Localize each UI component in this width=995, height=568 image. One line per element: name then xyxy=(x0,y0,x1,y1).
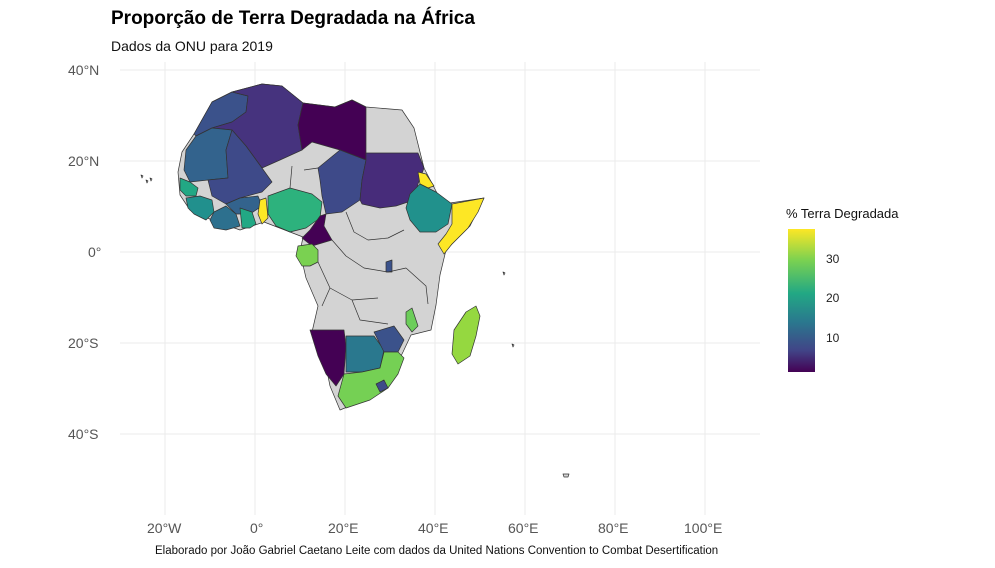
legend-tick-10 xyxy=(815,338,820,339)
region-rwanda[interactable] xyxy=(385,259,393,273)
legend-title: % Terra Degradada xyxy=(786,206,899,221)
legend-tick-30 xyxy=(815,259,820,260)
region-ghana[interactable] xyxy=(239,207,257,229)
x-label-100e: 100°E xyxy=(684,520,723,536)
x-label-40e: 40°E xyxy=(418,520,449,536)
x-label-20w: 20°W xyxy=(147,520,182,536)
region-namibia[interactable] xyxy=(309,329,347,387)
map-subtitle: Dados da ONU para 2019 xyxy=(111,38,273,54)
region-madagascar[interactable] xyxy=(451,305,481,365)
internal-borders xyxy=(289,165,429,325)
island-kerguelen xyxy=(562,473,570,478)
region-sudan[interactable] xyxy=(359,152,425,209)
island-cape-verde xyxy=(140,174,153,184)
y-label-40n: 40°N xyxy=(68,62,100,78)
legend-label-20: 20 xyxy=(826,291,840,305)
y-label-20s: 20°S xyxy=(68,335,99,351)
region-eritrea[interactable] xyxy=(417,171,435,189)
region-mauritania[interactable] xyxy=(183,127,233,183)
region-gabon[interactable] xyxy=(295,243,319,267)
region-somalia[interactable] xyxy=(437,197,485,255)
island-mauritius xyxy=(511,343,515,348)
region-chad[interactable] xyxy=(317,149,367,215)
region-cameroon[interactable] xyxy=(301,213,333,247)
region-lesotho[interactable] xyxy=(375,379,389,393)
region-nigeria[interactable] xyxy=(267,187,323,233)
region-south-africa[interactable] xyxy=(337,351,405,409)
map-caption: Elaborado por João Gabriel Caetano Leite… xyxy=(155,545,719,557)
region-togo[interactable] xyxy=(257,197,269,225)
region-guinea[interactable] xyxy=(185,195,215,221)
region-senegal[interactable] xyxy=(179,177,199,197)
map-title: Proporção de Terra Degradada na África xyxy=(111,8,475,29)
x-label-20e: 20°E xyxy=(328,520,359,536)
region-ethiopia[interactable] xyxy=(405,183,453,233)
region-malawi[interactable] xyxy=(405,307,419,333)
island-reunion xyxy=(502,271,506,276)
x-label-80e: 80°E xyxy=(598,520,629,536)
legend-colorbar xyxy=(788,229,815,372)
legend-tick-20 xyxy=(815,298,820,299)
y-label-20n: 20°N xyxy=(68,153,100,169)
legend-label-10: 10 xyxy=(826,331,840,345)
region-ivory-coast[interactable] xyxy=(209,205,241,231)
y-label-0: 0° xyxy=(88,244,102,260)
region-zimbabwe[interactable] xyxy=(373,325,405,353)
x-label-60e: 60°E xyxy=(508,520,539,536)
x-label-0: 0° xyxy=(250,520,264,536)
y-label-40s: 40°S xyxy=(68,426,99,442)
legend-label-30: 30 xyxy=(826,252,840,266)
